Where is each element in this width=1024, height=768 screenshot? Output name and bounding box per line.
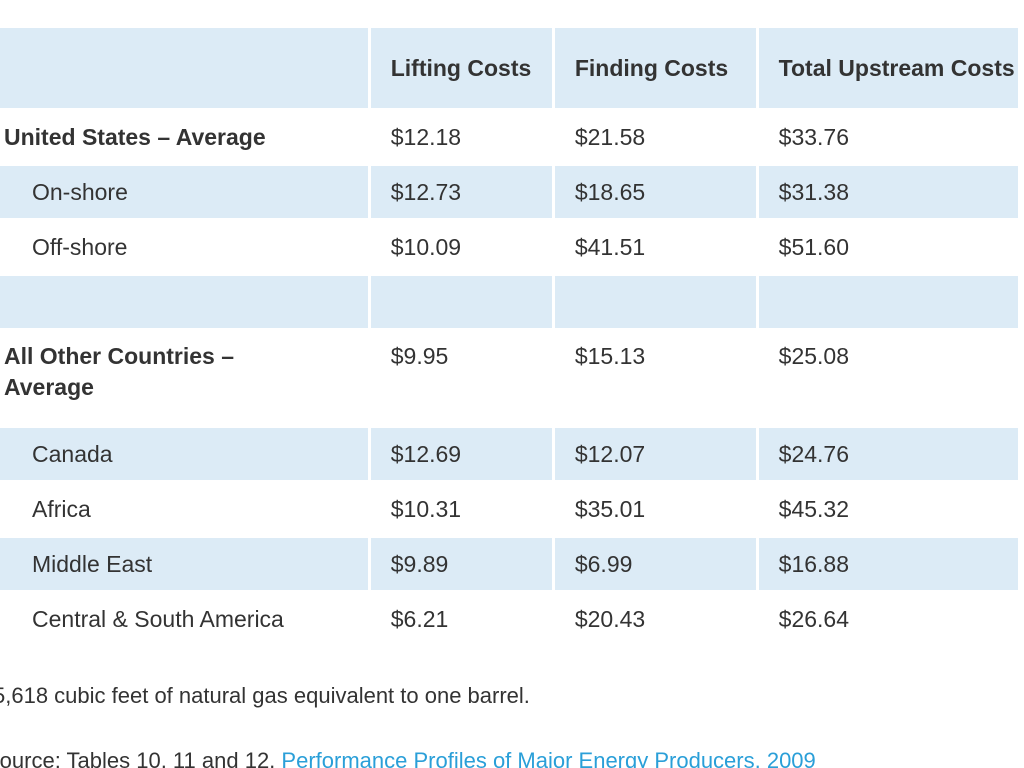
value-cell: $25.08 — [778, 343, 850, 369]
table-row: Middle East $9.89 $6.99 $16.88 — [0, 538, 1018, 590]
value-cell: $24.76 — [758, 428, 1018, 480]
value-cell: $45.32 — [778, 495, 850, 522]
source: Source: Tables 10, 11 and 12, — [0, 748, 276, 768]
header-cell: Lifting Costs — [370, 28, 552, 108]
value-cell: $6.99 — [554, 538, 756, 590]
table-row: Canada $12.69 $12.07 $24.76 — [0, 428, 1018, 480]
row-label: Central & South America — [32, 605, 284, 632]
cost-table: Lifting Costs Finding Costs Total Upstream… — [0, 25, 1021, 648]
value-cell: $41.51 — [574, 233, 646, 260]
value-cell: $12.18 — [390, 123, 462, 150]
row-label: Off-shore — [32, 233, 128, 260]
row-label: Canada — [0, 428, 368, 480]
table-row: United States – Average $12.18 $21.58 $33.7… — [0, 111, 1018, 163]
table-row: On-shore $12.73 $18.65 $31.38 — [0, 166, 1018, 218]
empty-cell — [758, 276, 1018, 328]
value-cell: $10.09 — [390, 233, 462, 260]
table-row: All Other Countries – Average $9.95 $15.13… — [0, 331, 1018, 425]
header-cell: Total Upstream Costs — [758, 28, 1018, 108]
value-cell: $35.01 — [574, 495, 646, 522]
value-cell: $9.89 — [370, 538, 552, 590]
empty-cell — [370, 276, 552, 328]
value-cell: $31.38 — [758, 166, 1018, 218]
value-cell: $12.73 — [370, 166, 552, 218]
table-row: Off-shore $10.09 $41.51 $51.60 — [0, 221, 1018, 273]
value-cell: $16.88 — [758, 538, 1018, 590]
value-cell: $51.60 — [778, 233, 850, 260]
table-row: Lifting Costs Finding Costs Total Upstream… — [0, 28, 1018, 108]
table-row — [0, 276, 1018, 328]
table-row: Central & South America $6.21 $20.43 $26.64 — [0, 593, 1018, 645]
value-cell: $26.64 — [778, 605, 850, 632]
value-cell: $10.31 — [390, 495, 462, 522]
empty-cell — [554, 276, 756, 328]
value-cell: $20.43 — [574, 605, 646, 632]
group-label: All Other Countries – Average — [4, 343, 235, 400]
row-label: On-shore — [0, 166, 368, 218]
empty-cell — [0, 276, 368, 328]
header-cell: Finding Costs — [554, 28, 756, 108]
group-label: United States – Average — [4, 123, 266, 150]
table-row: Africa $10.31 $35.01 $45.32 — [0, 483, 1018, 535]
value-cell: $9.95 — [390, 343, 449, 369]
source-line: Source: Tables 10, 11 and 12, Performanc… — [0, 748, 816, 768]
value-cell: $21.58 — [574, 123, 646, 150]
row-label: Middle East — [0, 538, 368, 590]
value-cell: $18.65 — [554, 166, 756, 218]
source-link[interactable]: Performance Profiles of Major Energy Pro… — [281, 748, 816, 768]
footnote: 5,618 cubic feet of natural gas equivale… — [0, 683, 530, 708]
value-cell: $12.69 — [370, 428, 552, 480]
value-cell: $12.07 — [554, 428, 756, 480]
row-label: Africa — [32, 495, 91, 522]
value-cell: $33.76 — [778, 123, 850, 150]
value-cell: $15.13 — [574, 343, 646, 369]
value-cell: $6.21 — [390, 605, 449, 632]
header-cell — [0, 28, 368, 108]
